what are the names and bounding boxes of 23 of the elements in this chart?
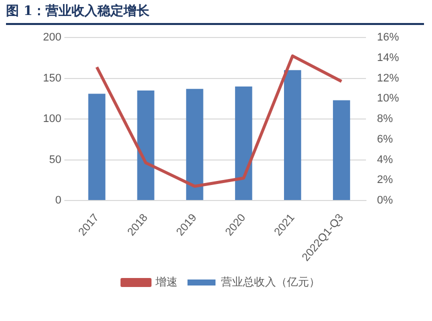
legend-label: 营业总收入（亿元） (221, 276, 320, 289)
y-tick-label: 50 (49, 154, 62, 166)
y2-tick-label: 12% (376, 72, 400, 84)
y2-tick-label: 14% (376, 52, 400, 64)
bar (235, 86, 252, 200)
y2-tick-label: 4% (376, 154, 394, 166)
y2-tick-label: 2% (376, 174, 394, 186)
y2-tick-label: 6% (376, 133, 394, 146)
y2-tick-label: 0% (376, 194, 394, 207)
bar (186, 88, 204, 200)
y-tick-label: 200 (42, 32, 62, 44)
y-tick-label: 150 (42, 72, 62, 84)
bar (332, 100, 350, 200)
bar (137, 90, 154, 200)
y2-tick-label: 8% (376, 113, 394, 126)
legend-label: 增速 (154, 276, 178, 289)
bar (284, 70, 302, 200)
y2-tick-label: 16% (376, 32, 400, 44)
y2-tick-label: 10% (376, 92, 400, 105)
y-tick-label: 100 (42, 113, 62, 126)
y-tick-label: 0 (55, 194, 62, 207)
bar (88, 94, 106, 200)
chart-title: 图 1：营业收入稳定增长 (6, 2, 424, 25)
